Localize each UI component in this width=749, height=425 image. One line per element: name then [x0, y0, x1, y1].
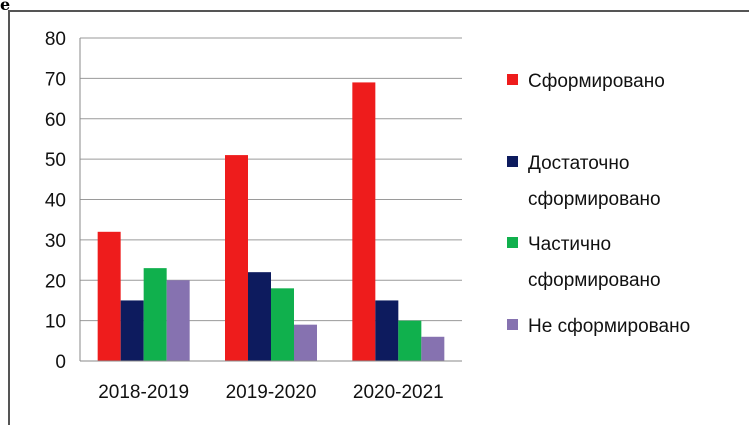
- legend: Сформировано Достаточно сформировано Частич…: [507, 71, 690, 337]
- bar-1-2019-2020: [225, 155, 248, 361]
- legend-swatch: [507, 74, 518, 85]
- legend-label: Не сформировано: [528, 316, 690, 337]
- bar-1-2018-2019: [97, 231, 121, 361]
- y-axis-ticks: 0 10 20 30 40 50 60 70 80: [45, 29, 81, 373]
- x-axis: 2018-2019 2019-2020 2020-2021: [80, 360, 462, 403]
- legend-swatch: [507, 319, 518, 330]
- y-tick-label: 50: [45, 150, 66, 171]
- y-tick-label: 30: [45, 231, 66, 252]
- bar-2-2020-2021: [375, 300, 399, 361]
- x-category-label: 2020-2021: [353, 382, 444, 403]
- y-tick-label: 70: [45, 69, 66, 90]
- bar-1-2020-2021: [352, 82, 376, 361]
- x-category-label: 2018-2019: [98, 382, 189, 403]
- legend-label: сформировано: [528, 189, 661, 210]
- bar-3-2020-2021: [398, 320, 422, 361]
- legend-swatch: [507, 156, 518, 167]
- chart-frame: [8, 10, 749, 425]
- y-tick-label: 0: [55, 352, 66, 373]
- bar-3-2019-2020: [271, 288, 294, 361]
- legend-label: сформировано: [528, 270, 661, 291]
- corner-mark: e: [0, 0, 11, 10]
- bar-3-2018-2019: [143, 268, 167, 361]
- y-tick-label: 80: [45, 29, 66, 50]
- y-tick-label: 60: [45, 110, 66, 131]
- y-tick-label: 10: [45, 312, 66, 333]
- legend-label: Частично: [528, 234, 611, 255]
- bar-4-2019-2020: [294, 324, 317, 361]
- bar-2-2019-2020: [248, 272, 271, 361]
- y-tick-label: 40: [45, 191, 66, 212]
- bars: [97, 82, 445, 361]
- legend-label: Сформировано: [528, 71, 665, 92]
- legend-swatch: [507, 237, 518, 248]
- legend-label: Достаточно: [528, 153, 629, 174]
- bar-2-2018-2019: [120, 300, 144, 361]
- bar-4-2018-2019: [166, 280, 190, 361]
- y-tick-label: 20: [45, 271, 66, 292]
- x-category-label: 2019-2020: [226, 382, 317, 403]
- bar-4-2020-2021: [421, 336, 445, 361]
